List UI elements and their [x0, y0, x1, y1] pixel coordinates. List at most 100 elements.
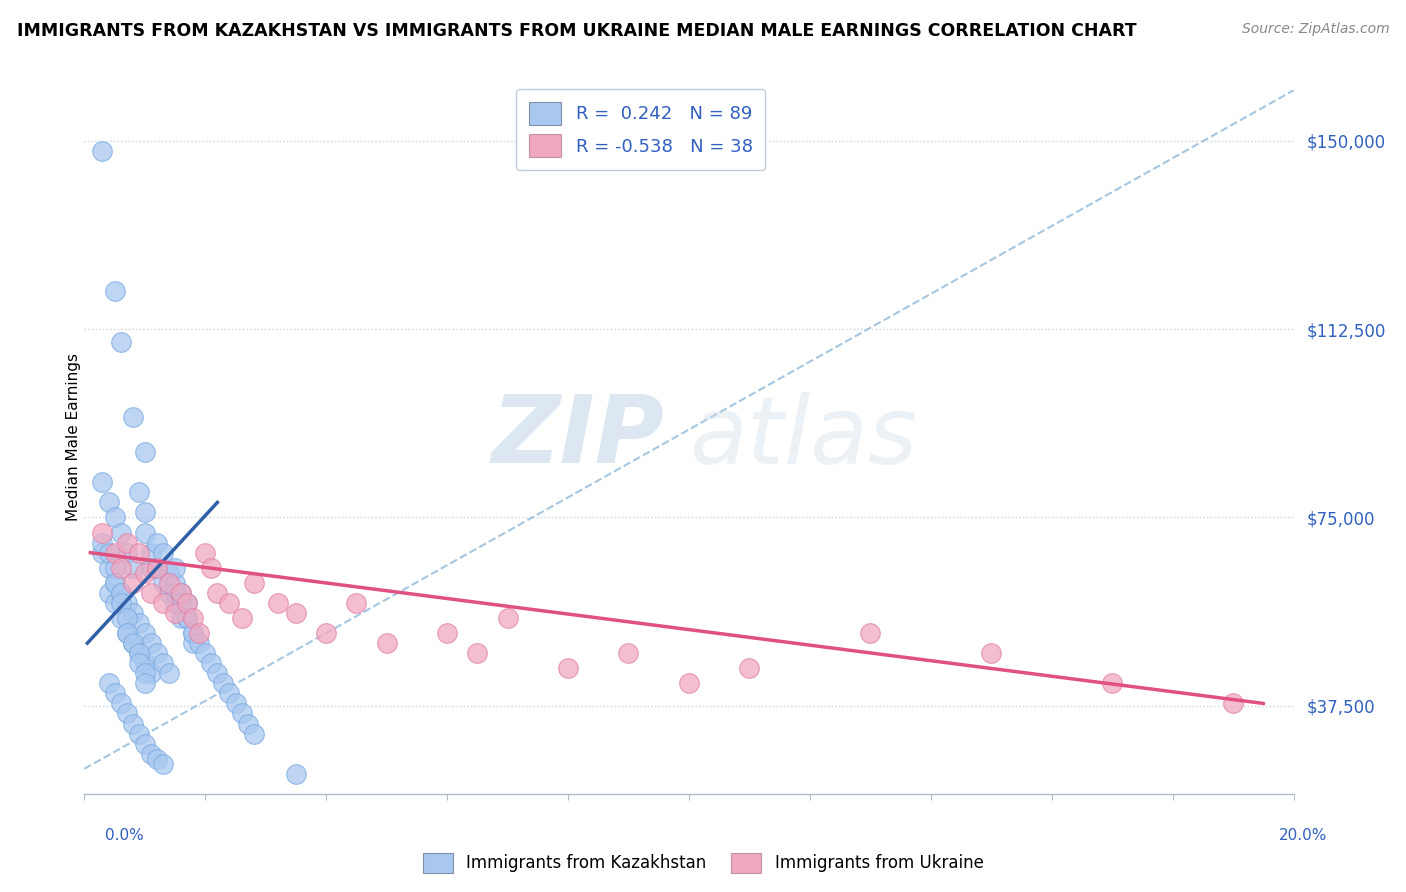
Point: [285, 766, 308, 780]
Point: [139, 586, 162, 600]
Point: [170, 611, 193, 625]
Point: [104, 596, 127, 610]
Point: [139, 666, 162, 681]
Point: [165, 606, 187, 620]
Point: [207, 586, 229, 600]
Point: [91, 475, 114, 490]
Point: [91, 535, 114, 549]
Point: [157, 666, 180, 681]
Point: [97, 546, 120, 560]
Point: [146, 560, 169, 574]
Point: [139, 636, 162, 650]
Point: [146, 560, 169, 574]
Point: [121, 575, 143, 590]
Point: [176, 611, 198, 625]
Point: [110, 560, 132, 574]
Point: [128, 485, 150, 500]
Point: [97, 560, 120, 574]
Point: [980, 646, 1002, 660]
Point: [139, 546, 162, 560]
Point: [121, 636, 143, 650]
Point: [115, 535, 138, 549]
Point: [91, 144, 114, 158]
Point: [104, 510, 127, 524]
Point: [115, 706, 138, 721]
Legend: Immigrants from Kazakhstan, Immigrants from Ukraine: Immigrants from Kazakhstan, Immigrants f…: [416, 847, 990, 880]
Point: [134, 525, 156, 540]
Text: atlas: atlas: [689, 392, 917, 483]
Text: 0.0%: 0.0%: [105, 828, 145, 843]
Point: [128, 726, 150, 740]
Point: [104, 686, 127, 700]
Point: [1222, 697, 1244, 711]
Point: [152, 596, 174, 610]
Point: [346, 596, 368, 610]
Point: [128, 615, 150, 630]
Point: [134, 445, 156, 459]
Point: [188, 626, 211, 640]
Point: [194, 546, 217, 560]
Point: [436, 626, 458, 640]
Legend: R =  0.242   N = 89, R = -0.538   N = 38: R = 0.242 N = 89, R = -0.538 N = 38: [516, 89, 765, 170]
Point: [139, 747, 162, 761]
Text: 20.0%: 20.0%: [1279, 828, 1327, 843]
Point: [859, 626, 882, 640]
Point: [128, 646, 150, 660]
Point: [200, 560, 222, 574]
Point: [146, 535, 169, 549]
Point: [267, 596, 290, 610]
Point: [110, 586, 132, 600]
Point: [110, 697, 132, 711]
Point: [110, 525, 132, 540]
Point: [207, 666, 229, 681]
Point: [134, 737, 156, 751]
Point: [165, 596, 187, 610]
Point: [225, 697, 247, 711]
Point: [121, 716, 143, 731]
Point: [738, 661, 761, 675]
Point: [496, 611, 519, 625]
Point: [170, 586, 193, 600]
Point: [181, 636, 204, 650]
Point: [97, 495, 120, 509]
Point: [242, 575, 264, 590]
Point: [152, 756, 174, 771]
Point: [134, 676, 156, 690]
Text: ZIP: ZIP: [492, 391, 665, 483]
Point: [115, 611, 138, 625]
Point: [134, 566, 156, 580]
Point: [146, 646, 169, 660]
Point: [128, 646, 150, 660]
Y-axis label: Median Male Earnings: Median Male Earnings: [66, 353, 80, 521]
Point: [176, 596, 198, 610]
Point: [104, 575, 127, 590]
Point: [97, 676, 120, 690]
Point: [128, 546, 150, 560]
Point: [134, 657, 156, 671]
Point: [121, 636, 143, 650]
Point: [139, 560, 162, 574]
Point: [242, 726, 264, 740]
Point: [104, 285, 127, 299]
Point: [181, 626, 204, 640]
Point: [104, 575, 127, 590]
Point: [188, 636, 211, 650]
Point: [165, 560, 187, 574]
Point: [134, 506, 156, 520]
Point: [231, 706, 253, 721]
Point: [218, 686, 240, 700]
Point: [152, 657, 174, 671]
Point: [170, 596, 193, 610]
Point: [181, 626, 204, 640]
Point: [121, 606, 143, 620]
Point: [1101, 676, 1123, 690]
Point: [91, 546, 114, 560]
Point: [194, 646, 217, 660]
Point: [157, 566, 180, 580]
Point: [170, 586, 193, 600]
Point: [146, 752, 169, 766]
Point: [128, 657, 150, 671]
Point: [104, 546, 127, 560]
Point: [375, 636, 398, 650]
Point: [110, 611, 132, 625]
